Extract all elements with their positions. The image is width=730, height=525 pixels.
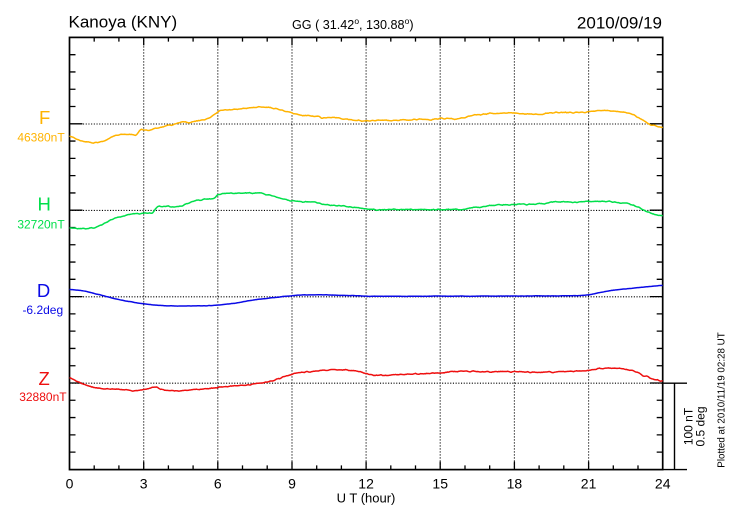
svg-text:15: 15 (432, 475, 448, 491)
svg-text:U T (hour): U T (hour) (337, 491, 396, 506)
svg-text:9: 9 (288, 475, 296, 491)
svg-text:6: 6 (214, 475, 222, 491)
svg-text:12: 12 (358, 475, 374, 491)
svg-text:0: 0 (66, 475, 74, 491)
svg-text:46380nT: 46380nT (17, 130, 65, 144)
svg-text:F: F (39, 107, 50, 128)
svg-text:Plotted at 2010/11/19 02:28 UT: Plotted at 2010/11/19 02:28 UT (717, 332, 728, 467)
svg-text:H: H (38, 194, 51, 215)
svg-text:100 nT: 100 nT (682, 407, 696, 445)
svg-text:24: 24 (655, 475, 671, 491)
svg-text:GG ( 31.42o, 130.88o): GG ( 31.42o, 130.88o) (292, 16, 414, 32)
svg-text:32720nT: 32720nT (17, 218, 65, 232)
svg-text:21: 21 (581, 475, 597, 491)
svg-text:Z: Z (39, 368, 50, 389)
svg-text:2010/09/19: 2010/09/19 (577, 13, 662, 32)
svg-text:D: D (37, 280, 50, 301)
svg-text:32880nT: 32880nT (19, 390, 67, 404)
svg-text:-6.2deg: -6.2deg (22, 303, 63, 317)
svg-text:18: 18 (507, 475, 523, 491)
svg-text:0.5 deg: 0.5 deg (694, 406, 708, 446)
svg-text:Kanoya (KNY): Kanoya (KNY) (69, 12, 178, 31)
svg-text:3: 3 (140, 475, 148, 491)
